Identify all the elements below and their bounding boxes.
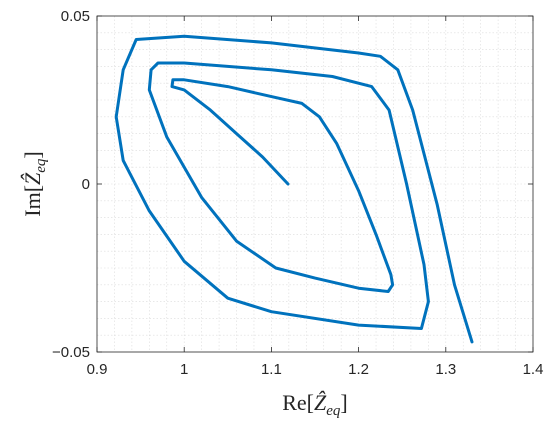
y-tick-label: −0.05 (52, 344, 90, 361)
y-tick-label: 0.05 (61, 8, 90, 25)
x-tick-label: 0.9 (87, 361, 108, 378)
axis-ticks: 0.9 1 1.1 1.2 1.3 1.4 −0.05 0 0.05 (52, 8, 543, 378)
y-axis-label: Im[Ẑeq] (20, 151, 49, 217)
x-tick-label: 1.1 (261, 361, 282, 378)
x-axis-label: Re[Ẑeq] (282, 390, 348, 419)
minor-grid (97, 16, 533, 352)
x-tick-label: 1.4 (523, 361, 544, 378)
x-tick-label: 1.2 (348, 361, 369, 378)
x-tick-label: 1.3 (435, 361, 456, 378)
x-tick-label: 1 (180, 361, 188, 378)
series-layer (114, 34, 474, 344)
series-line (114, 34, 474, 344)
y-tick-label: 0 (82, 176, 90, 193)
